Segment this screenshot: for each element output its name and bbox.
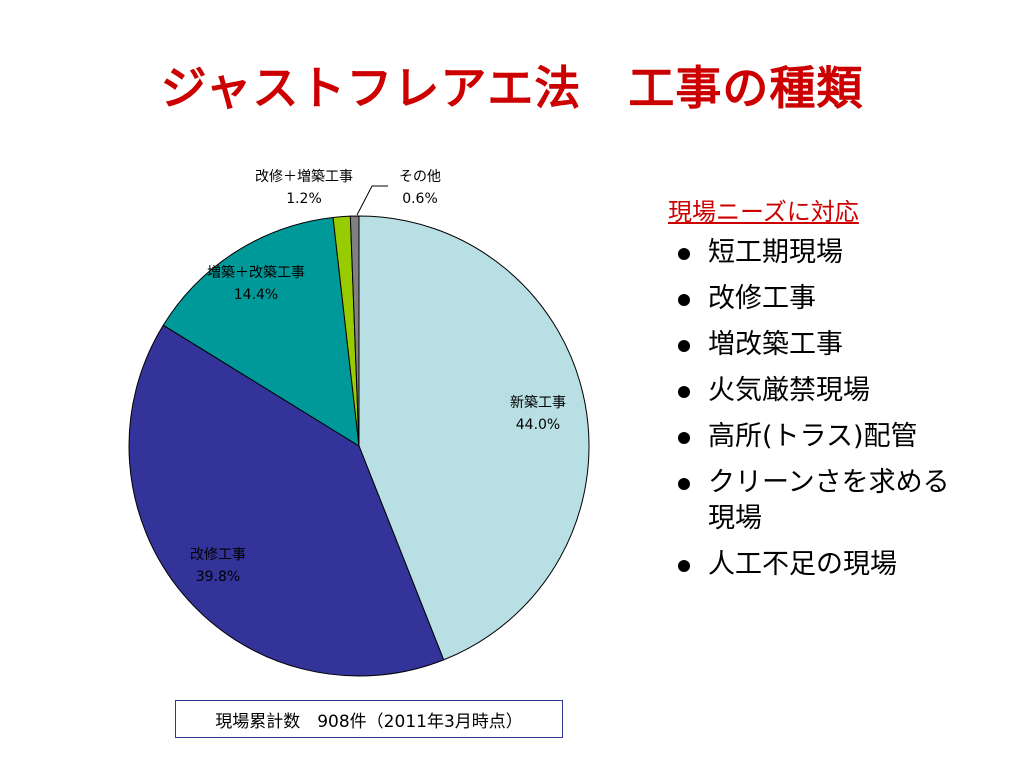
slice-extension-renovation [162,216,360,447]
needs-item-text: 人工不足の現場 [708,549,897,580]
slice-label-extension-renovation-pct: 14.4% [233,287,279,303]
leader-line-other [356,185,388,216]
slide-title: ジャストフレアエ法 工事の種類 [160,61,864,115]
needs-item: クリーンさを求める現場 [668,465,968,537]
slice-label-other-pct: 0.6% [402,191,438,207]
slice-label-renovation-extension-name: 改修＋増築工事 [255,169,353,185]
needs-item-text: 短工期現場 [708,237,843,268]
bullet-icon [678,560,690,572]
needs-item: 増改築工事 [668,327,968,363]
needs-item: 人工不足の現場 [668,547,968,583]
needs-list: 短工期現場 改修工事 増改築工事 火気厳禁現場 高所(トラス)配管 クリーンさを… [668,235,968,583]
bullet-icon [678,340,690,352]
slice-new-construction [358,215,590,661]
bullet-icon [678,478,690,490]
slice-label-renovation-pct: 39.8% [195,569,241,585]
needs-heading: 現場ニーズに対応 [668,198,859,226]
slice-label-new-construction: 新築工事 44.0% [478,392,598,436]
slice-label-renovation: 改修工事 39.8% [158,544,278,588]
slice-renovation [128,324,445,677]
slice-label-new-construction-name: 新築工事 [510,395,566,411]
needs-item-text: 火気厳禁現場 [708,375,870,406]
slice-label-renovation-extension: 改修＋増築工事 1.2% [224,166,384,210]
slice-label-extension-renovation-name: 増築＋改築工事 [207,265,305,281]
needs-item: 火気厳禁現場 [668,373,968,409]
bullet-icon [678,248,690,260]
slice-label-renovation-extension-pct: 1.2% [286,191,322,207]
slice-label-other: その他 0.6% [380,166,460,210]
bullet-icon [678,432,690,444]
needs-item-text: 増改築工事 [708,329,843,360]
slice-other [349,215,360,447]
slice-label-extension-renovation: 増築＋改築工事 14.4% [176,262,336,306]
needs-item: 改修工事 [668,281,968,317]
slice-label-other-name: その他 [399,169,441,185]
needs-item: 高所(トラス)配管 [668,419,968,455]
slice-label-new-construction-pct: 44.0% [515,417,561,433]
bullet-icon [678,294,690,306]
total-sites-caption: 現場累計数 908件（2011年3月時点） [175,700,563,738]
needs-item: 短工期現場 [668,235,968,271]
needs-item-text: 高所(トラス)配管 [708,421,918,452]
needs-item-text: クリーンさを求める現場 [708,467,950,534]
needs-item-text: 改修工事 [708,283,816,314]
slice-label-renovation-name: 改修工事 [190,547,246,563]
bullet-icon [678,386,690,398]
needs-panel: 現場ニーズに対応 短工期現場 改修工事 増改築工事 火気厳禁現場 高所(トラス)… [668,192,968,593]
